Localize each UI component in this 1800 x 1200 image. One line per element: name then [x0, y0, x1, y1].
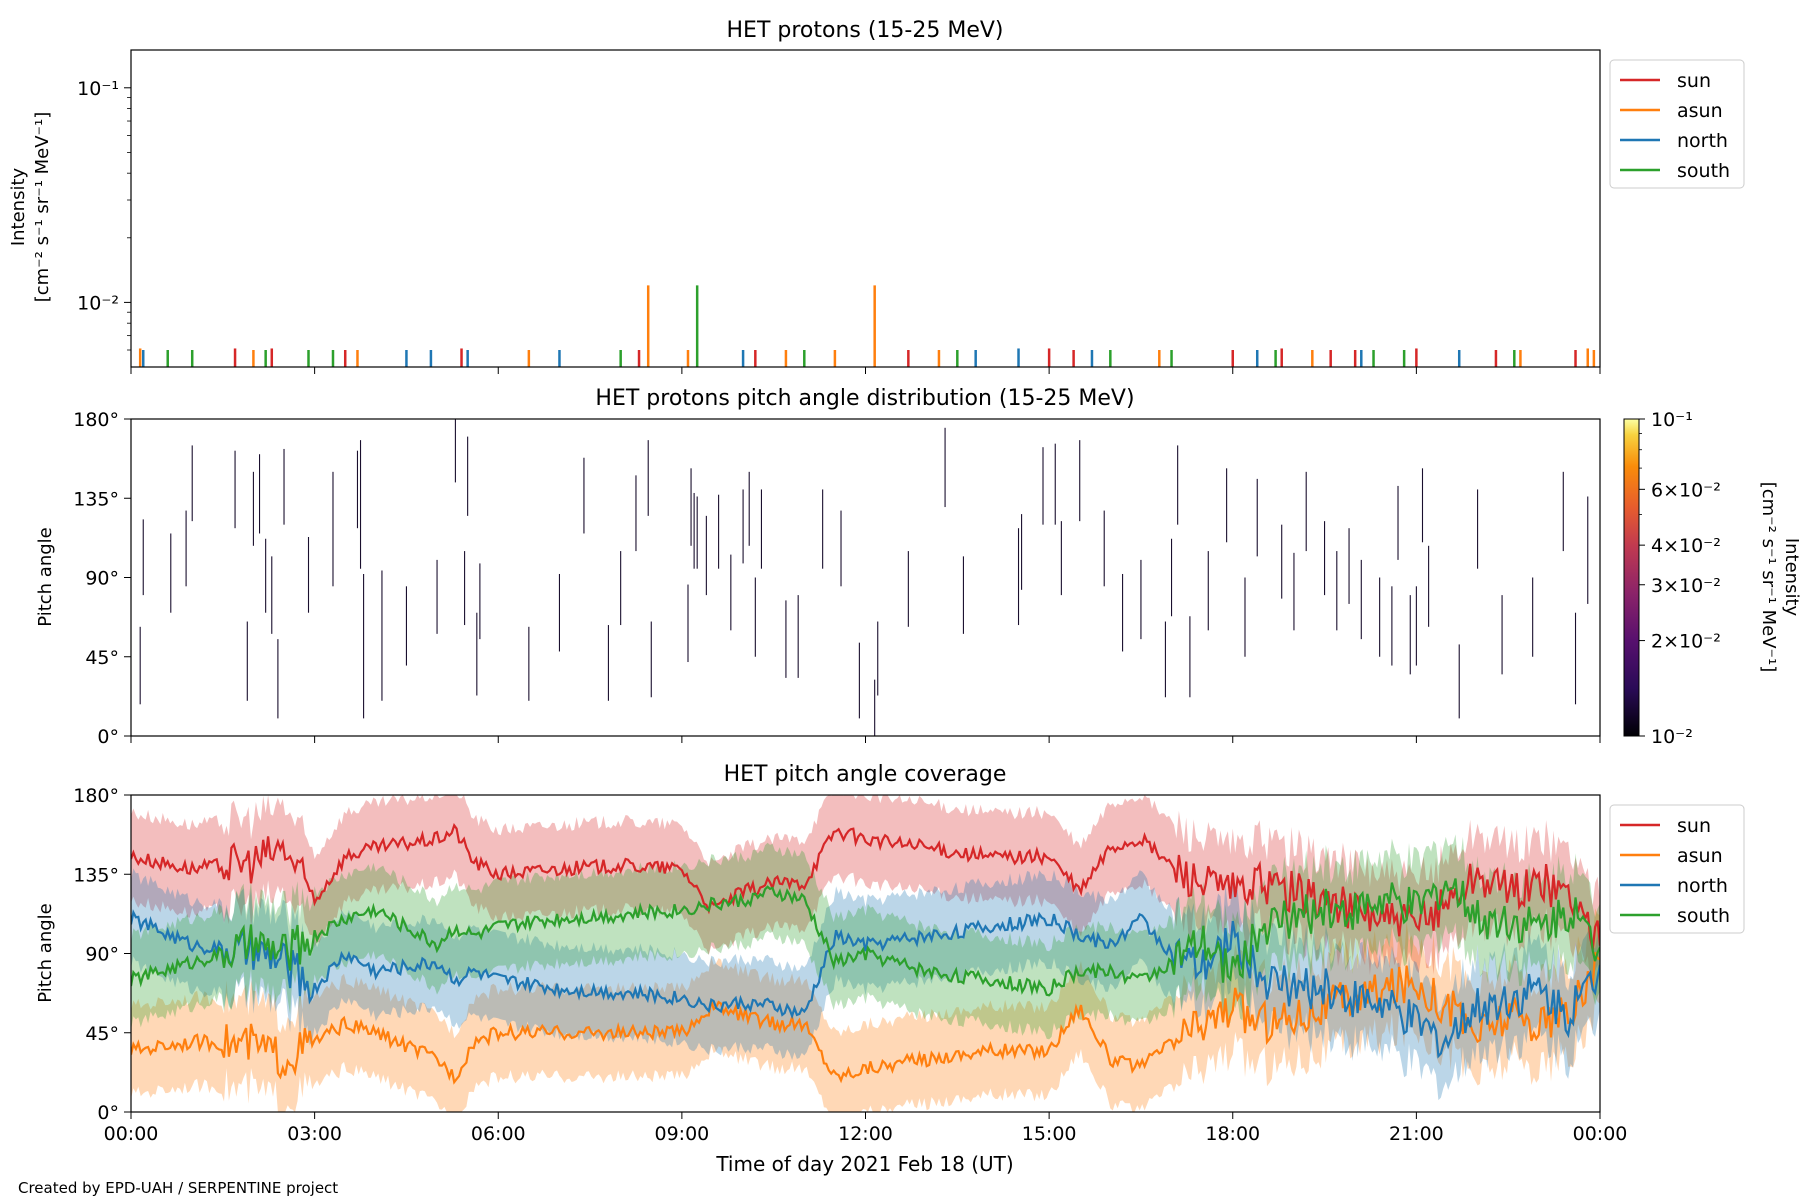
x-tick-label: 12:00	[838, 1123, 893, 1145]
panel2-title: HET protons pitch angle distribution (15…	[595, 386, 1134, 411]
panel3-title: HET pitch angle coverage	[724, 762, 1007, 787]
pad-plot-area	[139, 419, 1589, 736]
coverage-band-south	[131, 834, 1600, 1040]
x-tick-label: 00:00	[1573, 1123, 1628, 1145]
colorbar-tick-label: 10⁻²	[1651, 726, 1693, 748]
angle-tick-label: 90°	[85, 568, 119, 590]
colorbar-tick-label: 6×10⁻²	[1651, 479, 1721, 501]
intensity-y-axis: 10⁻² 10⁻¹	[77, 78, 131, 351]
coverage-line-asun	[131, 951, 1600, 1085]
coverage-band-asun	[131, 908, 1600, 1112]
coverage-plot-area	[131, 795, 1600, 1112]
intensity-legend: sun asun north south	[1609, 59, 1745, 189]
coverage-band-sun	[131, 795, 1600, 994]
coverage-legend: sun asun north south	[1609, 804, 1745, 934]
angle-tick-label: 0°	[97, 726, 119, 748]
footer-credit: Created by EPD-UAH / SERPENTINE project	[18, 1179, 338, 1197]
x-tick-label: 03:00	[287, 1123, 342, 1145]
legend-label-south: south	[1677, 905, 1730, 927]
angle-tick-label: 135°	[73, 488, 119, 510]
angle-tick-label: 90°	[85, 944, 119, 966]
legend-label-south: south	[1677, 160, 1730, 182]
pad-ylabel: Pitch angle	[35, 527, 56, 626]
coverage-line-south	[131, 878, 1600, 997]
coverage-panel: HET pitch angle coverage 0° 45° 90° 135° 180…	[35, 762, 1745, 1124]
intensity-panel: HET protons (15-25 MeV) 10⁻² 10⁻¹ Intensi…	[8, 18, 1745, 368]
intensity-ylabel-line2: [cm⁻² s⁻¹ sr⁻¹ MeV⁻¹]	[32, 112, 53, 303]
x-tick-label: 15:00	[1022, 1123, 1077, 1145]
angle-tick-label: 180°	[73, 785, 119, 807]
intensity-tick-label: 10⁻²	[77, 292, 119, 314]
intensity-plot-area	[138, 285, 1596, 367]
colorbar-tick-label: 3×10⁻²	[1651, 575, 1721, 597]
x-tick-label: 09:00	[654, 1123, 709, 1145]
x-tick-label: 18:00	[1205, 1123, 1260, 1145]
legend-label-north: north	[1677, 130, 1728, 152]
panel1-title: HET protons (15-25 MeV)	[727, 18, 1004, 43]
legend-label-sun: sun	[1677, 815, 1711, 837]
colorbar-label-line2: [cm⁻² s⁻¹ sr⁻¹ MeV⁻¹]	[1758, 482, 1779, 673]
x-tick-label: 21:00	[1389, 1123, 1444, 1145]
pad-colorbar: 10⁻² 2×10⁻² 3×10⁻² 4×10⁻² 6×10⁻² 10⁻¹	[1623, 409, 1721, 748]
x-axis: 00:00 03:00 06:00 09:00 12:00 15:00 18:00 21:00…	[104, 367, 1628, 1145]
coverage-y-axis: 0° 45° 90° 135° 180°	[73, 785, 131, 1124]
legend-label-asun: asun	[1677, 100, 1723, 122]
angle-tick-label: 45°	[85, 647, 119, 669]
colorbar-tick-label: 10⁻¹	[1651, 409, 1693, 431]
x-tick-label: 06:00	[471, 1123, 526, 1145]
angle-tick-label: 45°	[85, 1023, 119, 1045]
colorbar-label-line1: Intensity	[1781, 538, 1800, 617]
x-axis-label: Time of day 2021 Feb 18 (UT)	[715, 1152, 1013, 1176]
pad-panel: HET protons pitch angle distribution (15…	[35, 386, 1800, 748]
legend-box	[1609, 59, 1745, 189]
colorbar-tick-label: 2×10⁻²	[1651, 631, 1721, 653]
colorbar-tick-label: 4×10⁻²	[1651, 535, 1721, 557]
angle-tick-label: 135°	[73, 864, 119, 886]
legend-label-sun: sun	[1677, 70, 1711, 92]
angle-tick-label: 180°	[73, 409, 119, 431]
intensity-tick-label: 10⁻¹	[77, 78, 119, 100]
legend-label-north: north	[1677, 875, 1728, 897]
legend-label-asun: asun	[1677, 845, 1723, 867]
pad-y-axis: 0° 45° 90° 135° 180°	[73, 409, 131, 748]
coverage-ylabel: Pitch angle	[35, 903, 56, 1002]
intensity-plot-frame	[130, 49, 1601, 368]
angle-tick-label: 0°	[97, 1102, 119, 1124]
x-tick-label: 00:00	[104, 1123, 159, 1145]
colorbar-bar	[1623, 418, 1640, 737]
intensity-ylabel-line1: Intensity	[8, 167, 29, 246]
legend-box	[1609, 804, 1745, 934]
coverage-line-north	[131, 909, 1600, 1059]
